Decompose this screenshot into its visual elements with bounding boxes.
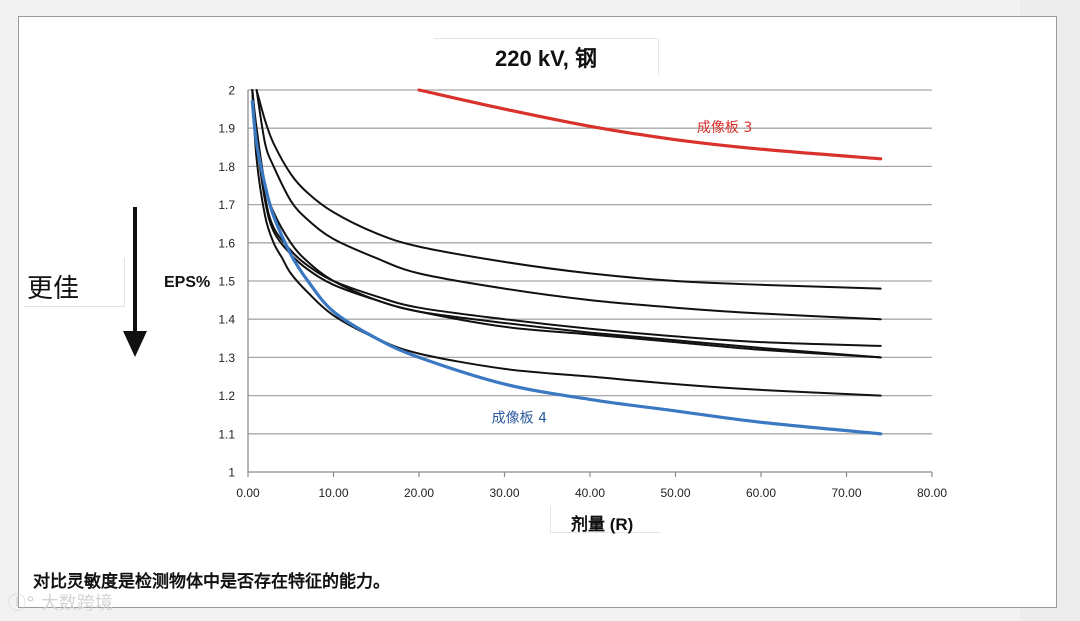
y-tick-label: 1.9 <box>218 122 235 136</box>
better-label-box <box>24 258 125 307</box>
grid-lines <box>248 89 932 435</box>
y-tick-label: 1.1 <box>218 427 235 441</box>
annotation-plate-4: 成像板 4 <box>492 410 547 426</box>
y-tick-label: 1.5 <box>218 275 235 289</box>
chart-title: 220 kV, 钢 <box>434 38 659 75</box>
watermark-text: 大数跨境 <box>40 593 113 614</box>
series-line-4 <box>251 89 882 359</box>
annotations: 成像板 3 成像板 4 <box>492 120 753 426</box>
better-label: 更佳 <box>27 274 80 304</box>
y-tick-label: 2 <box>228 84 235 98</box>
x-tick-label: 40.00 <box>575 486 605 500</box>
caption-text: 对比灵敏度是检测物体中是否存在特征的能力。 <box>33 572 390 592</box>
x-tick-label: 50.00 <box>660 486 690 500</box>
series-line-2 <box>255 89 882 290</box>
x-axis-label-box <box>550 506 661 533</box>
x-tick-label: 20.00 <box>404 486 434 500</box>
y-tick-label: 1.6 <box>218 236 235 250</box>
annotation-plate-3: 成像板 3 <box>697 120 752 136</box>
x-tick-label: 10.00 <box>318 486 348 500</box>
y-tick-label: 1.8 <box>218 160 235 174</box>
series-line-3 <box>255 89 882 321</box>
tick-labels: 11.11.21.31.41.51.61.71.81.920.00 10.00 20… <box>218 84 947 501</box>
x-tick-label: 0.00 <box>236 486 260 500</box>
y-tick-label: 1.3 <box>218 351 235 365</box>
series-lines <box>250 88 883 436</box>
watermark-logo-icon: ⓛ° <box>8 593 35 614</box>
x-tick-label: 80.00 <box>917 486 947 500</box>
series-line-plate-3 <box>417 88 883 161</box>
y-tick-label: 1 <box>228 466 235 480</box>
axes <box>247 90 933 477</box>
down-arrow-icon <box>123 207 147 357</box>
y-tick-label: 1.2 <box>218 389 235 403</box>
y-tick-label: 1.7 <box>218 198 235 212</box>
x-tick-label: 70.00 <box>831 486 861 500</box>
x-tick-label: 60.00 <box>746 486 776 500</box>
series-line-6 <box>251 89 882 359</box>
watermark: ⓛ° 大数跨境 <box>8 589 113 615</box>
x-tick-label: 30.00 <box>489 486 519 500</box>
y-axis-label: EPS% <box>164 274 211 291</box>
x-axis-label: 剂量 (R) <box>571 515 634 534</box>
y-tick-label: 1.4 <box>218 313 235 327</box>
series-line-plate-4 <box>250 99 883 436</box>
